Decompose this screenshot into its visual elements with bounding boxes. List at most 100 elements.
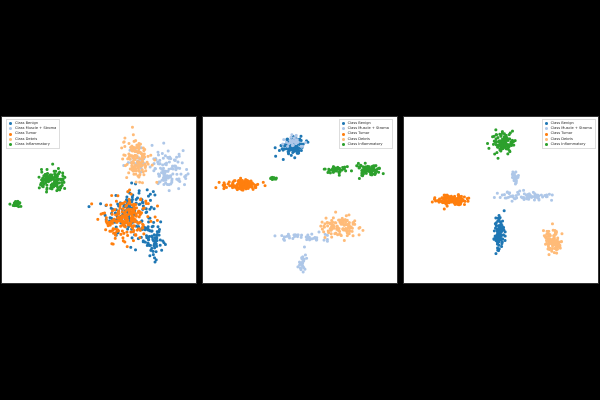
scatter-panel-2: Class Benign Class Muscle + Stroma Class T…: [202, 116, 398, 284]
scatter-point: [146, 154, 150, 158]
scatter-point: [175, 177, 179, 181]
scatter-point: [305, 238, 309, 242]
legend-swatch: [341, 132, 345, 136]
scatter-point: [147, 244, 151, 248]
scatter-point: [487, 146, 491, 150]
scatter-point: [364, 169, 368, 173]
scatter-point: [142, 232, 146, 236]
scatter-point: [49, 186, 52, 190]
scatter-point: [54, 174, 58, 178]
legend-label: Class Debris: [15, 136, 38, 141]
scatter-point: [336, 226, 340, 230]
scatter-point: [137, 221, 141, 225]
scatter-point: [130, 200, 134, 204]
scatter-point: [272, 177, 276, 181]
scatter-point: [512, 197, 516, 201]
scatter-point: [42, 178, 46, 182]
scatter-point: [357, 233, 361, 237]
scatter-point: [157, 172, 160, 176]
scatter-point: [503, 144, 507, 148]
scatter-point: [150, 225, 154, 229]
scatter-point: [286, 144, 290, 148]
scatter-point: [165, 183, 169, 186]
scatter-point: [515, 176, 519, 180]
scatter-point: [347, 221, 351, 225]
scatter-point: [163, 242, 167, 246]
scatter-point: [299, 134, 303, 138]
scatter-point: [134, 167, 138, 171]
scatter-point: [499, 222, 503, 226]
scatter-point: [353, 219, 357, 223]
scatter-point: [373, 168, 377, 172]
scatter-point: [508, 137, 512, 141]
scatter-point: [166, 149, 170, 153]
scatter-point: [130, 181, 134, 185]
scatter-point: [317, 230, 321, 234]
scatter-point: [130, 203, 134, 207]
scatter-point: [341, 228, 345, 232]
scatter-point: [155, 236, 159, 240]
scatter-point: [547, 238, 551, 242]
scatter-point: [285, 147, 289, 151]
scatter-point: [444, 199, 448, 203]
scatter-point: [283, 235, 287, 239]
scatter-point: [140, 200, 144, 204]
scatter-point: [175, 172, 179, 176]
scatter-point: [55, 189, 59, 193]
scatter-point: [155, 230, 159, 234]
scatter-point: [58, 170, 62, 174]
scatter-point: [466, 199, 470, 203]
scatter-point: [116, 228, 120, 232]
scatter-point: [137, 141, 141, 145]
scatter-point: [494, 137, 498, 141]
scatter-point: [554, 231, 558, 235]
scatter-point: [327, 167, 331, 171]
series-class-benign: [492, 209, 507, 256]
scatter-point: [45, 187, 49, 191]
scatter-point: [151, 253, 155, 257]
scatter-point: [537, 198, 541, 202]
scatter-point: [239, 176, 243, 180]
scatter-point: [148, 254, 152, 258]
scatter-point: [377, 166, 381, 170]
scatter-point: [44, 181, 48, 185]
legend-label: Class Inflammatory: [347, 141, 383, 146]
scatter-point: [139, 198, 143, 202]
scatter-point: [176, 160, 180, 164]
scatter-point: [57, 181, 61, 185]
scatter-point: [343, 165, 347, 169]
scatter-point: [110, 212, 114, 216]
scatter-point: [527, 197, 531, 201]
scatter-point: [291, 150, 295, 154]
legend-item: Class Muscle + Stroma: [544, 126, 592, 131]
scatter-point: [151, 190, 155, 194]
scatter-point: [120, 214, 124, 218]
scatter-point: [59, 177, 63, 181]
scatter-point: [19, 204, 23, 208]
scatter-point: [163, 154, 167, 158]
scatter-point: [322, 238, 326, 242]
scatter-point: [503, 239, 507, 242]
scatter-point: [126, 233, 130, 237]
scatter-point: [116, 211, 120, 215]
scatter-point: [87, 205, 91, 209]
scatter-point: [147, 194, 150, 198]
scatter-point: [285, 234, 289, 238]
scatter-point: [282, 138, 286, 142]
scatter-point: [505, 190, 509, 194]
scatter-point: [125, 216, 129, 220]
series-class-debris: [120, 125, 159, 185]
scatter-point: [241, 182, 245, 186]
scatter-point: [463, 199, 467, 203]
scatter-point: [294, 145, 298, 149]
scatter-point: [49, 178, 53, 182]
scatter-point: [235, 187, 239, 191]
scatter-point: [339, 233, 343, 237]
scatter-point: [520, 196, 524, 200]
scatter-plot-1: [8, 125, 190, 264]
scatter-point: [45, 183, 49, 187]
scatter-point: [459, 195, 463, 199]
scatter-point: [153, 260, 157, 264]
scatter-point: [48, 173, 52, 177]
scatter-point: [333, 221, 337, 225]
